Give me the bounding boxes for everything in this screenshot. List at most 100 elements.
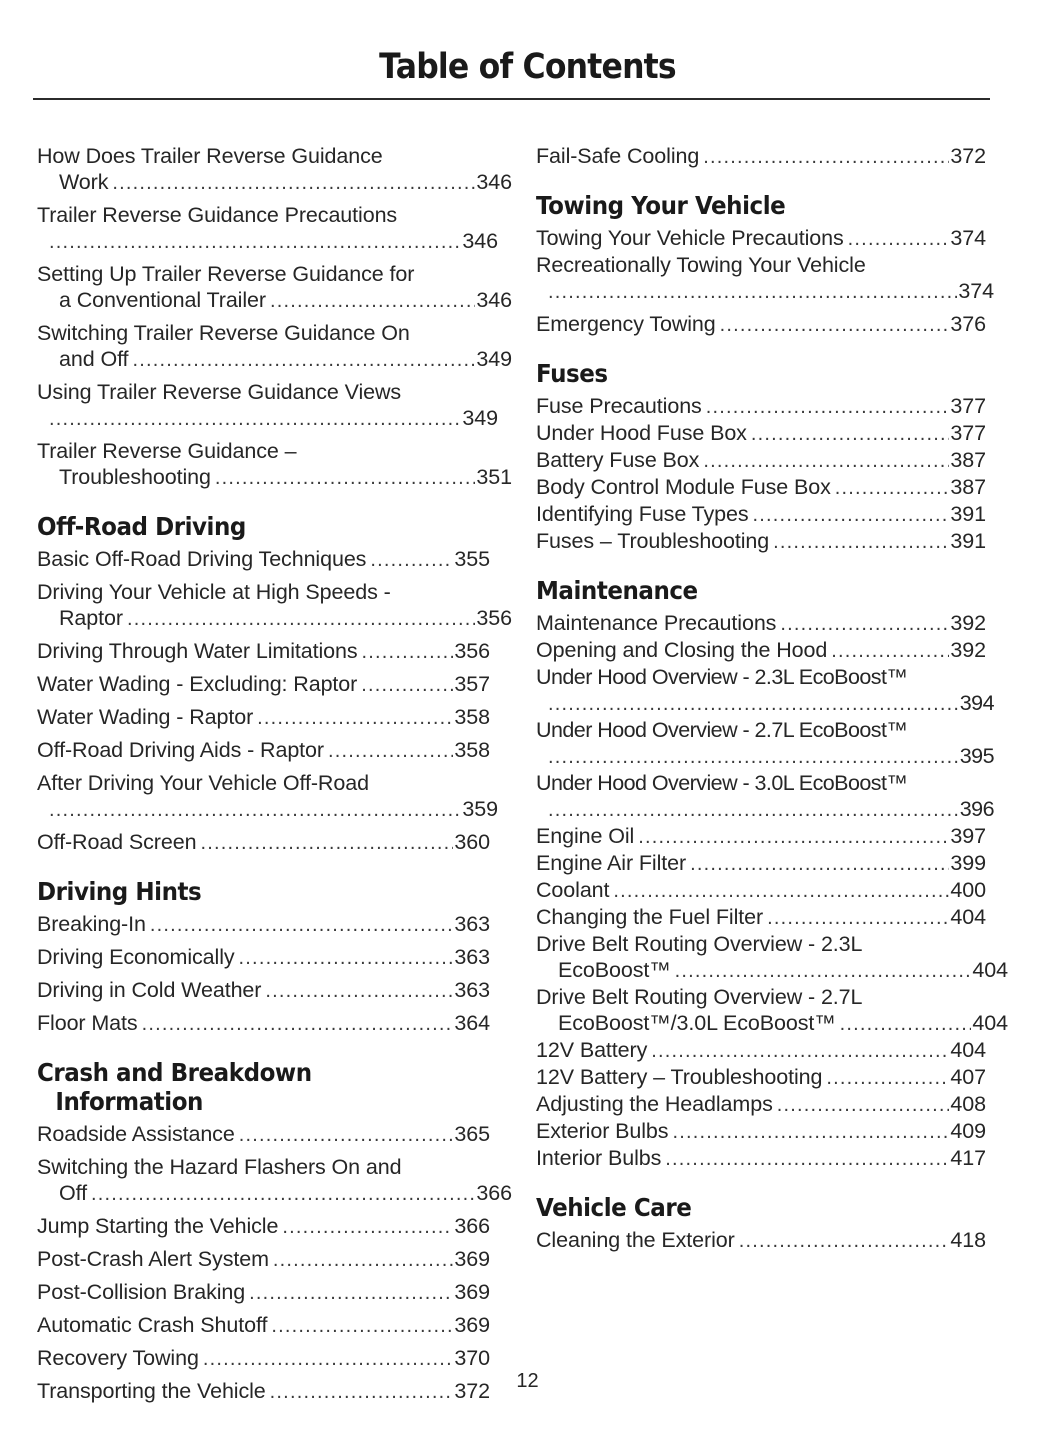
toc-entry[interactable]: Floor Mats 364 [37, 1010, 490, 1037]
toc-entry[interactable]: Under Hood Overview - 2.3L EcoBoost™ 394 [536, 664, 995, 717]
toc-entry[interactable]: Emergency Towing 376 [536, 311, 986, 338]
toc-section-heading: Crash and Breakdown Information [37, 1058, 490, 1116]
toc-entry[interactable]: Engine Oil 397 [536, 823, 986, 850]
dot-leader [239, 1122, 454, 1148]
toc-entry[interactable]: Roadside Assistance 365 [37, 1121, 490, 1148]
dot-leader [690, 851, 949, 877]
toc-section-heading: Maintenance [536, 576, 986, 605]
toc-entry[interactable]: Changing the Fuel Filter 404 [536, 904, 986, 931]
dot-leader [548, 744, 959, 770]
toc-column-right: Fail-Safe Cooling 372 Towing Your Vehicle T… [536, 143, 1008, 1260]
toc-entry[interactable]: Automatic Crash Shutoff 369 [37, 1312, 490, 1339]
toc-entry-page-number: 369 [454, 1313, 490, 1337]
toc-entry[interactable]: Water Wading - Excluding: Raptor 357 [37, 671, 490, 698]
dot-leader [780, 611, 949, 637]
toc-entry[interactable]: Trailer Reverse Guidance Precautions 346 [37, 202, 498, 255]
toc-entry-title-continued: EcoBoost™ [558, 958, 671, 982]
dot-leader [651, 1038, 949, 1064]
toc-section-heading-text: Fuses [536, 359, 608, 388]
toc-entry[interactable]: Identifying Fuse Types 391 [536, 501, 986, 528]
toc-entry[interactable]: Transporting the Vehicle 372 [37, 1378, 490, 1405]
dot-leader [132, 347, 475, 373]
toc-entry[interactable]: Engine Air Filter 399 [536, 850, 986, 877]
toc-entry[interactable]: Driving Through Water Limitations 356 [37, 638, 490, 665]
dot-leader [370, 547, 453, 573]
toc-entry[interactable]: Drive Belt Routing Overview - 2.3L EcoBoo… [536, 931, 1008, 984]
toc-entry-title: Emergency Towing [536, 312, 716, 336]
toc-entry[interactable]: Coolant 400 [536, 877, 986, 904]
toc-entry[interactable]: Using Trailer Reverse Guidance Views 349 [37, 379, 498, 432]
toc-entry[interactable]: Opening and Closing the Hood 392 [536, 637, 986, 664]
toc-entry[interactable]: Under Hood Overview - 2.7L EcoBoost™ 395 [536, 717, 995, 770]
dot-leader [675, 958, 972, 984]
toc-entry[interactable]: After Driving Your Vehicle Off-Road 359 [37, 770, 498, 823]
dot-leader [273, 1247, 454, 1273]
toc-entry-page-number: 394 [959, 691, 995, 715]
toc-entry-title: Under Hood Fuse Box [536, 421, 747, 445]
toc-entry[interactable]: Basic Off-Road Driving Techniques 355 [37, 546, 490, 573]
toc-entry[interactable]: Off-Road Screen 360 [37, 829, 490, 856]
toc-entry-page-number: 392 [950, 611, 986, 635]
toc-entry-title: Driving Economically [37, 945, 235, 969]
toc-section-heading: Fuses [536, 359, 986, 388]
toc-entry[interactable]: Drive Belt Routing Overview - 2.7L EcoBoo… [536, 984, 1008, 1037]
toc-entry-title: Driving in Cold Weather [37, 978, 262, 1002]
toc-entry[interactable]: Cleaning the Exterior 418 [536, 1227, 986, 1254]
dot-leader [831, 638, 949, 664]
toc-entry-title: Switching Trailer Reverse Guidance On [37, 321, 410, 345]
toc-entry-title: Recovery Towing [37, 1346, 199, 1370]
toc-entry-title: Driving Your Vehicle at High Speeds - [37, 580, 391, 604]
toc-entry[interactable]: 12V Battery – Troubleshooting 407 [536, 1064, 986, 1091]
toc-entry[interactable]: Fuses – Troubleshooting 391 [536, 528, 986, 555]
toc-entry[interactable]: Breaking-In 363 [37, 911, 490, 938]
toc-entry[interactable]: Interior Bulbs 417 [536, 1145, 986, 1172]
toc-entry-title-continued: a Conventional Trailer [59, 288, 266, 312]
toc-entry[interactable]: Towing Your Vehicle Precautions 374 [536, 225, 986, 252]
toc-entry-page-number: 418 [950, 1228, 986, 1252]
toc-entry[interactable]: Maintenance Precautions 392 [536, 610, 986, 637]
toc-entry[interactable]: Off-Road Driving Aids - Raptor 358 [37, 737, 490, 764]
toc-entry-title: Setting Up Trailer Reverse Guidance for [37, 262, 415, 286]
toc-entry[interactable]: Switching Trailer Reverse Guidance On and… [37, 320, 512, 373]
dot-leader [362, 639, 454, 665]
toc-entry[interactable]: Driving in Cold Weather 363 [37, 977, 490, 1004]
toc-entry[interactable]: Water Wading - Raptor 358 [37, 704, 490, 731]
toc-entry-page-number: 408 [950, 1092, 986, 1116]
toc-section-heading-text: Crash and Breakdown [37, 1058, 312, 1087]
toc-entry[interactable]: Adjusting the Headlamps 408 [536, 1091, 986, 1118]
toc-section-heading: Off-Road Driving [37, 512, 490, 541]
toc-entry[interactable]: Fail-Safe Cooling 372 [536, 143, 986, 170]
toc-entry[interactable]: Battery Fuse Box 387 [536, 447, 986, 474]
toc-entry[interactable]: Trailer Reverse Guidance – Troubleshootin… [37, 438, 512, 491]
toc-entry[interactable]: Fuse Precautions 377 [536, 393, 986, 420]
toc-entry-title: Maintenance Precautions [536, 611, 777, 635]
toc-entry-page-number: 349 [462, 406, 498, 430]
toc-entry-title: Trailer Reverse Guidance Precautions [37, 203, 398, 227]
toc-entry[interactable]: Setting Up Trailer Reverse Guidance for a… [37, 261, 512, 314]
toc-entry-title: Water Wading - Excluding: Raptor [37, 672, 358, 696]
toc-entry[interactable]: Jump Starting the Vehicle 366 [37, 1213, 490, 1240]
toc-entry-title: Floor Mats [37, 1011, 138, 1035]
toc-entry[interactable]: Under Hood Fuse Box 377 [536, 420, 986, 447]
toc-entry[interactable]: Body Control Module Fuse Box 387 [536, 474, 986, 501]
toc-entry[interactable]: Post-Crash Alert System 369 [37, 1246, 490, 1273]
toc-entry[interactable]: Recovery Towing 370 [37, 1345, 490, 1372]
toc-entry-page-number: 357 [454, 672, 490, 696]
dot-leader [777, 1092, 950, 1118]
toc-entry-page-number: 355 [454, 547, 490, 571]
toc-entry[interactable]: Post-Collision Braking 369 [37, 1279, 490, 1306]
toc-entry-page-number: 370 [454, 1346, 490, 1370]
toc-entry-page-number: 391 [950, 529, 986, 553]
toc-entry[interactable]: Exterior Bulbs 409 [536, 1118, 986, 1145]
toc-entry[interactable]: Driving Your Vehicle at High Speeds - Rap… [37, 579, 512, 632]
toc-entry[interactable]: Driving Economically 363 [37, 944, 490, 971]
toc-entry[interactable]: Recreationally Towing Your Vehicle 374 [536, 252, 994, 305]
toc-entry-page-number: 404 [950, 905, 986, 929]
toc-entry-title: Driving Through Water Limitations [37, 639, 358, 663]
toc-entry[interactable]: 12V Battery 404 [536, 1037, 986, 1064]
toc-entry-title: Using Trailer Reverse Guidance Views [37, 380, 402, 404]
toc-entry-page-number: 366 [476, 1181, 512, 1205]
toc-entry[interactable]: Under Hood Overview - 3.0L EcoBoost™ 396 [536, 770, 995, 823]
